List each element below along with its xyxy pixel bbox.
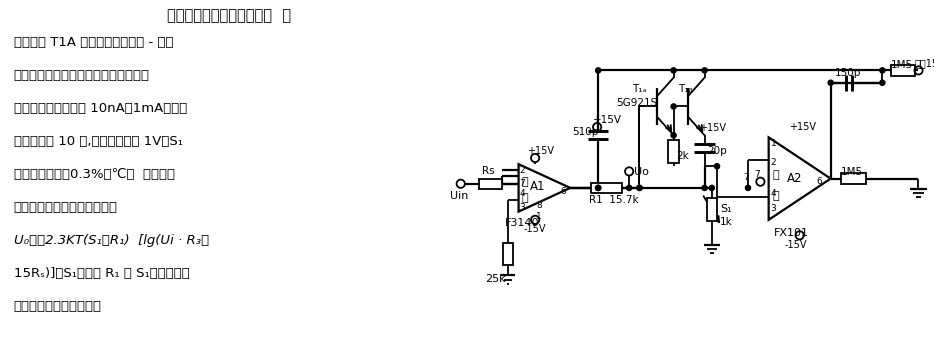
Text: 4: 4 [771, 189, 776, 198]
Text: 510p: 510p [573, 127, 599, 137]
Text: 7: 7 [519, 178, 525, 188]
Circle shape [828, 80, 833, 85]
Text: ＋: ＋ [772, 190, 779, 201]
Circle shape [709, 185, 715, 190]
Text: ＋: ＋ [522, 193, 529, 203]
Text: 电路的负温度系数。输出电压: 电路的负温度系数。输出电压 [14, 201, 118, 214]
Circle shape [745, 185, 751, 190]
Text: T₁ₐ: T₁ₐ [632, 84, 646, 94]
Text: FX101: FX101 [774, 228, 809, 238]
Text: A2: A2 [786, 172, 802, 185]
Text: 150p: 150p [835, 68, 861, 78]
Text: 3: 3 [519, 203, 525, 212]
Text: 7: 7 [743, 173, 748, 183]
Circle shape [596, 185, 601, 190]
Circle shape [715, 164, 719, 169]
Circle shape [596, 185, 601, 190]
Text: U₀＝－2.3KT(S₁＋R₁)  [lg(Ui · R₃／: U₀＝－2.3KT(S₁＋R₁) [lg(Ui · R₃／ [14, 234, 209, 246]
Text: A1: A1 [530, 180, 545, 193]
Text: 入电流的动态范围为 10nA～1mA。输入: 入电流的动态范围为 10nA～1mA。输入 [14, 102, 187, 115]
Bar [841, 173, 866, 184]
Circle shape [671, 133, 676, 138]
Circle shape [880, 80, 884, 85]
Text: 6: 6 [559, 187, 566, 196]
Text: +15V: +15V [527, 146, 554, 156]
Text: 25k: 25k [486, 274, 506, 284]
Text: +15V: +15V [789, 122, 816, 132]
Text: 6: 6 [816, 176, 822, 186]
Text: -15V: -15V [785, 240, 807, 251]
Text: S₁: S₁ [720, 204, 731, 215]
Text: 2k: 2k [677, 151, 689, 161]
Bar [669, 140, 679, 163]
Text: 可得到正确的温度补偿。: 可得到正确的温度补偿。 [14, 300, 102, 312]
Circle shape [637, 185, 642, 190]
Text: 1: 1 [771, 139, 776, 149]
Text: －: － [772, 170, 779, 180]
Text: 1: 1 [536, 211, 542, 221]
Text: 的温度系数为＋0.3%／℃，  用于补偿: 的温度系数为＋0.3%／℃， 用于补偿 [14, 168, 175, 181]
Text: 电路利用 T1A 的集电极电流与基 - 射电: 电路利用 T1A 的集电极电流与基 - 射电 [14, 36, 173, 49]
Bar [503, 242, 514, 265]
Bar [891, 65, 915, 75]
Text: Uo: Uo [634, 167, 649, 177]
Text: 具有温度补偿的对数放大器  该: 具有温度补偿的对数放大器 该 [167, 8, 290, 23]
Text: 5G921S: 5G921S [616, 98, 657, 108]
Circle shape [702, 185, 707, 190]
Circle shape [596, 68, 601, 73]
Text: 20p: 20p [708, 146, 728, 156]
Text: 1k: 1k [720, 217, 733, 227]
Text: 压之间的指数关系构成对数放大器。输: 压之间的指数关系构成对数放大器。输 [14, 69, 149, 82]
Text: 2: 2 [771, 158, 776, 167]
Bar [707, 198, 717, 221]
Text: Uin: Uin [450, 191, 469, 201]
Text: -15V: -15V [524, 224, 546, 234]
Text: 3: 3 [771, 204, 776, 214]
Text: T₁ᵦ: T₁ᵦ [678, 84, 692, 94]
Text: 15Rₛ)]／S₁，只有 R₁ 比 S₁大得多时才: 15Rₛ)]／S₁，只有 R₁ 比 S₁大得多时才 [14, 267, 190, 279]
Text: Rs: Rs [483, 166, 495, 175]
Text: －: － [522, 176, 529, 187]
Circle shape [671, 68, 676, 73]
Text: +15V: +15V [700, 123, 727, 133]
Circle shape [671, 104, 676, 109]
Circle shape [702, 68, 707, 73]
Bar [479, 178, 502, 189]
Text: 7: 7 [755, 170, 760, 180]
Text: ＊＋15V: ＊＋15V [914, 58, 934, 68]
Text: 4: 4 [519, 189, 525, 198]
Bar [591, 183, 622, 193]
Text: +15V: +15V [593, 115, 622, 125]
Circle shape [627, 185, 631, 190]
Text: 8: 8 [536, 201, 542, 210]
Text: F3140: F3140 [505, 218, 540, 228]
Text: 2: 2 [519, 166, 525, 175]
Text: R1  15.7k: R1 15.7k [588, 195, 639, 205]
Circle shape [637, 185, 642, 190]
Text: 1M5: 1M5 [891, 60, 913, 70]
Text: 电流每变化 10 倍,输出电压变化 1V。S₁: 电流每变化 10 倍,输出电压变化 1V。S₁ [14, 135, 183, 148]
Text: 1M5: 1M5 [841, 167, 863, 177]
Circle shape [880, 68, 884, 73]
